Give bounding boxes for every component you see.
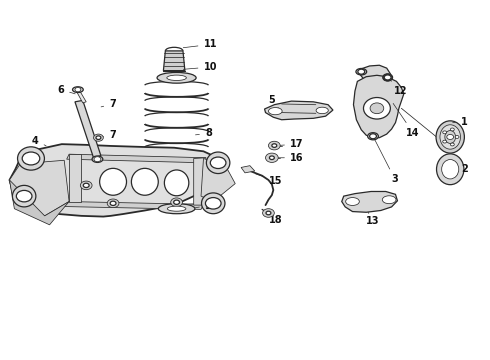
Text: 18: 18 xyxy=(266,212,282,225)
Circle shape xyxy=(272,144,277,147)
Text: 5: 5 xyxy=(269,95,278,108)
Ellipse shape xyxy=(158,204,195,214)
Circle shape xyxy=(107,199,119,208)
Ellipse shape xyxy=(345,198,359,206)
Circle shape xyxy=(94,157,101,162)
Polygon shape xyxy=(67,154,206,163)
Polygon shape xyxy=(9,160,69,216)
Circle shape xyxy=(447,134,454,139)
Circle shape xyxy=(171,198,182,207)
Circle shape xyxy=(75,87,81,92)
Polygon shape xyxy=(241,166,255,173)
Ellipse shape xyxy=(316,107,328,114)
Polygon shape xyxy=(75,100,101,158)
Circle shape xyxy=(270,156,274,159)
Text: 1: 1 xyxy=(453,117,468,127)
Circle shape xyxy=(16,190,32,202)
Ellipse shape xyxy=(73,87,83,93)
Ellipse shape xyxy=(206,152,230,174)
Text: 2: 2 xyxy=(453,163,468,174)
Text: 9: 9 xyxy=(196,201,212,211)
Polygon shape xyxy=(342,192,397,212)
Ellipse shape xyxy=(364,98,391,119)
Circle shape xyxy=(358,69,365,74)
Polygon shape xyxy=(77,91,86,103)
Text: 14: 14 xyxy=(393,103,420,138)
Circle shape xyxy=(266,211,271,215)
Circle shape xyxy=(110,201,116,206)
Polygon shape xyxy=(69,154,81,202)
Text: 12: 12 xyxy=(391,81,408,96)
Circle shape xyxy=(83,183,89,188)
Ellipse shape xyxy=(383,74,392,81)
Circle shape xyxy=(96,136,101,139)
Ellipse shape xyxy=(356,68,367,75)
Ellipse shape xyxy=(441,159,459,179)
Text: 6: 6 xyxy=(57,85,75,95)
Text: 8: 8 xyxy=(196,129,212,138)
Ellipse shape xyxy=(201,193,225,214)
Polygon shape xyxy=(64,202,203,210)
Circle shape xyxy=(210,157,226,168)
Ellipse shape xyxy=(383,74,392,81)
Text: 15: 15 xyxy=(255,174,282,186)
Circle shape xyxy=(266,153,278,162)
Text: 11: 11 xyxy=(183,40,217,49)
Ellipse shape xyxy=(436,121,465,153)
Circle shape xyxy=(94,134,103,141)
Polygon shape xyxy=(9,144,225,217)
Ellipse shape xyxy=(12,185,36,207)
Circle shape xyxy=(80,181,92,190)
Polygon shape xyxy=(201,158,235,202)
Ellipse shape xyxy=(167,206,186,211)
Ellipse shape xyxy=(445,131,456,143)
Circle shape xyxy=(443,140,447,143)
Text: 7: 7 xyxy=(101,99,116,109)
Circle shape xyxy=(22,152,40,165)
Text: 17: 17 xyxy=(279,139,303,149)
Text: 7: 7 xyxy=(101,130,116,140)
Circle shape xyxy=(450,143,454,146)
Ellipse shape xyxy=(167,75,186,81)
Ellipse shape xyxy=(18,147,45,170)
Circle shape xyxy=(450,128,454,131)
Circle shape xyxy=(384,75,391,80)
Ellipse shape xyxy=(382,196,396,204)
Ellipse shape xyxy=(99,168,126,195)
Circle shape xyxy=(369,134,376,139)
Text: 3: 3 xyxy=(374,139,398,184)
Ellipse shape xyxy=(440,125,461,149)
Text: 4: 4 xyxy=(32,136,46,146)
Circle shape xyxy=(205,198,221,209)
Ellipse shape xyxy=(157,72,196,83)
Ellipse shape xyxy=(370,103,384,114)
Circle shape xyxy=(173,200,179,204)
Ellipse shape xyxy=(437,154,464,185)
Circle shape xyxy=(263,209,274,217)
Ellipse shape xyxy=(269,108,282,115)
Polygon shape xyxy=(265,101,333,120)
Polygon shape xyxy=(163,51,185,71)
Text: 16: 16 xyxy=(277,153,303,163)
Circle shape xyxy=(443,131,447,134)
Polygon shape xyxy=(194,158,206,205)
Polygon shape xyxy=(9,180,69,225)
Circle shape xyxy=(269,141,280,150)
Ellipse shape xyxy=(92,156,103,162)
Text: 10: 10 xyxy=(183,62,217,72)
Polygon shape xyxy=(353,75,404,138)
Ellipse shape xyxy=(131,168,158,195)
Polygon shape xyxy=(360,65,391,83)
Ellipse shape xyxy=(164,170,189,196)
Circle shape xyxy=(455,135,459,138)
Text: 13: 13 xyxy=(366,212,380,226)
Ellipse shape xyxy=(368,133,378,140)
